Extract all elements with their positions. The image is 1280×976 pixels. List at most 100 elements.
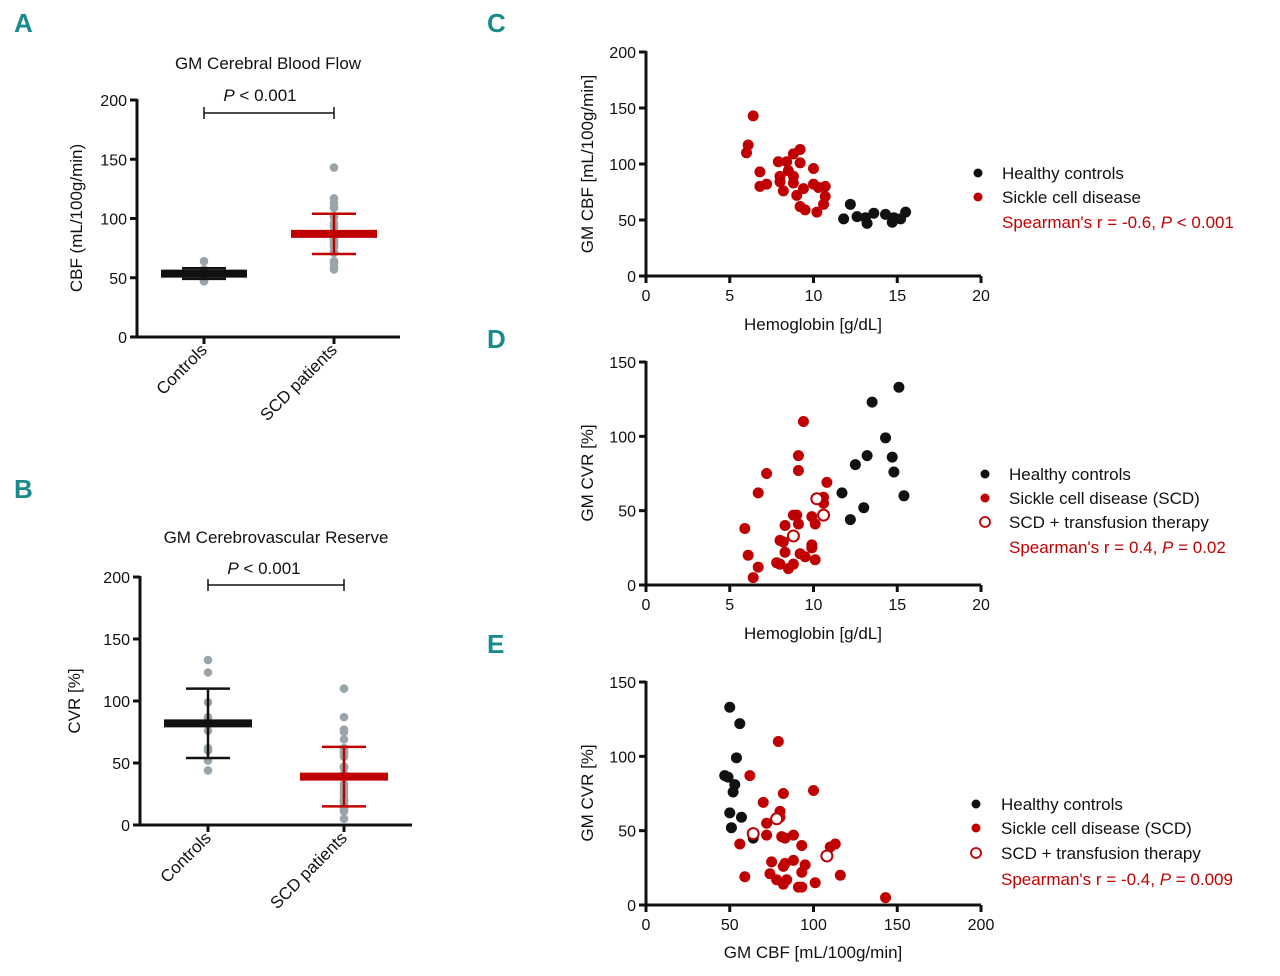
x-axis-label: Hemoglobin [g/dL] [744, 315, 882, 334]
data-point [796, 866, 808, 878]
stat-prefix: Spearman's r = -0.6, [1002, 213, 1161, 232]
data-point [203, 668, 213, 677]
data-point [811, 206, 823, 218]
legend-label: Sickle cell disease [1002, 188, 1141, 207]
x-tick-label: 15 [888, 597, 906, 614]
significance-bracket [203, 107, 335, 119]
data-point [888, 466, 900, 478]
p-symbol: P [1162, 538, 1174, 557]
data-point [797, 183, 809, 195]
stat-prefix: Spearman's r = 0.4, [1009, 538, 1162, 557]
significance-bracket [207, 579, 345, 591]
spearman-stat: Spearman's r = -0.4, P = 0.009 [1001, 870, 1233, 889]
data-point [844, 514, 856, 526]
x-tick-label: 5 [725, 288, 734, 305]
x-tick-label: 10 [805, 288, 823, 305]
data-point [774, 176, 786, 188]
data-point [893, 381, 905, 393]
legend-label: SCD + transfusion therapy [1009, 513, 1209, 532]
data-point [739, 523, 751, 535]
legend-label: Healthy controls [1002, 164, 1124, 183]
stat-prefix: Spearman's r = -0.4, [1001, 870, 1160, 889]
spearman-stat: Spearman's r = 0.4, P = 0.02 [1009, 538, 1226, 557]
x-tick-label: 100 [800, 917, 827, 934]
y-tick-label: 0 [121, 818, 130, 835]
data-point [779, 520, 791, 532]
panel-a: A 0 50 100 150 200 CBF (mL/100g/min) GM Cerebra… [14, 8, 400, 425]
x-tick-label: SCD patients [257, 340, 341, 424]
x-tick-label: Controls [157, 828, 215, 886]
y-tick-label: 150 [100, 152, 127, 169]
legend-marker [980, 469, 990, 479]
y-tick-label: 0 [627, 578, 636, 595]
data-point [792, 450, 804, 462]
p-text: < 0.001 [235, 86, 297, 105]
data-point [757, 796, 769, 808]
y-tick-label: 100 [100, 212, 127, 229]
data-point [766, 856, 778, 868]
data-point [761, 178, 773, 190]
data-point [744, 770, 756, 782]
data-point [777, 788, 789, 799]
data-point [817, 508, 831, 522]
data-point [898, 490, 910, 502]
data-point [779, 546, 791, 558]
data-point [792, 518, 804, 530]
data-point [339, 805, 349, 815]
legend-marker [971, 823, 981, 833]
data-point [844, 198, 856, 210]
data-point [761, 829, 773, 841]
panel-letter: B [14, 474, 33, 504]
data-point [791, 509, 803, 521]
panel-c: C 0 50 100 150 200 GM CBF [mL/100g/min] 0 5 10 15 2… [487, 8, 1234, 334]
data-point [821, 476, 833, 488]
data-point [808, 785, 819, 797]
x-tick-label: 150 [884, 917, 911, 934]
legend-marker [980, 493, 990, 503]
data-point [838, 213, 850, 225]
y-tick-label: 200 [609, 45, 636, 62]
stat-suffix: < 0.001 [1172, 213, 1234, 232]
data-point [774, 558, 786, 570]
data-point [735, 811, 747, 823]
data-point [777, 878, 789, 890]
data-point [849, 459, 861, 471]
y-tick-label: 100 [609, 429, 636, 446]
panel-letter: A [14, 8, 33, 38]
data-point [777, 185, 789, 197]
y-axis-label: CBF (mL/100g/min) [67, 144, 86, 292]
y-tick-label: 200 [103, 570, 130, 587]
data-point [787, 558, 799, 570]
data-point [781, 156, 793, 168]
data-point [772, 735, 784, 747]
panel-letter: C [487, 8, 506, 38]
data-point [787, 854, 799, 866]
data-point [797, 415, 809, 427]
legend-label: Sickle cell disease (SCD) [1001, 819, 1192, 838]
data-point [787, 177, 799, 189]
data-point [806, 542, 818, 554]
data-point [851, 211, 863, 223]
p-symbol: P [1161, 213, 1173, 232]
legend-marker [973, 192, 983, 202]
p-symbol: P [227, 559, 239, 578]
y-tick-label: 0 [627, 269, 636, 286]
stat-suffix: = 0.02 [1173, 538, 1225, 557]
data-point [752, 561, 764, 573]
x-axis-label: Hemoglobin [g/dL] [744, 624, 882, 643]
data-point [779, 832, 791, 844]
stat-suffix: = 0.009 [1171, 870, 1233, 889]
data-point [725, 822, 737, 834]
y-tick-label: 50 [112, 756, 130, 773]
data-point [730, 752, 742, 764]
panel-letter: D [487, 324, 506, 354]
data-point [339, 684, 349, 693]
data-point [858, 502, 870, 514]
data-point [722, 771, 734, 783]
p-value-annotation: P < 0.001 [227, 559, 300, 578]
data-point [741, 147, 752, 159]
y-tick-label: 100 [103, 694, 130, 711]
data-point [752, 487, 764, 499]
y-tick-label: 50 [109, 271, 127, 288]
